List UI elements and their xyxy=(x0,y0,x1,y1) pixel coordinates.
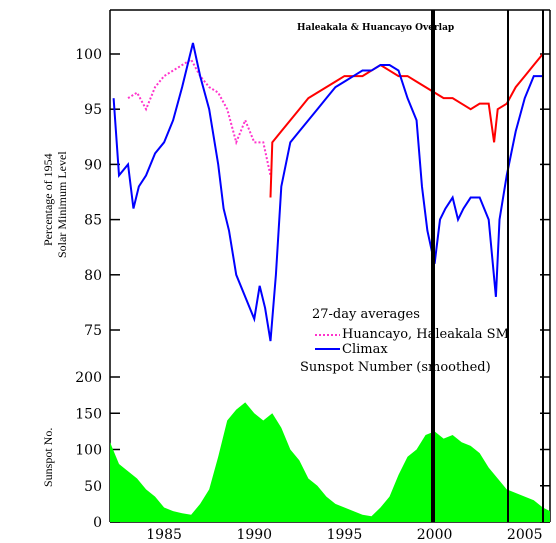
x-tick-label: 1990 xyxy=(236,527,272,543)
upper-tick-label: 90 xyxy=(84,157,102,173)
upper-tick-label: 100 xyxy=(75,47,102,63)
upper-tick-label: 85 xyxy=(84,213,102,229)
lower-tick-label: 150 xyxy=(75,406,102,422)
legend-label-huancayo: Huancayo, Haleakala SM xyxy=(342,327,509,342)
upper-ylabel-line1: Percentage of 1954 xyxy=(41,153,55,246)
legend-title: 27-day averages xyxy=(312,307,420,322)
series-line-2 xyxy=(112,42,543,342)
cosmic-ray-series xyxy=(112,42,544,342)
lower-tick-label: 100 xyxy=(75,443,102,459)
sunspot-area xyxy=(110,402,550,522)
upper-tick-label: 95 xyxy=(84,102,102,118)
upper-chart-title: Haleakala & Huancayo Overlap xyxy=(297,23,454,33)
lower-tick-label: 200 xyxy=(75,370,102,386)
lower-tick-label: 0 xyxy=(93,515,102,531)
upper-ylabel-line2: Solar Minimum Level xyxy=(55,151,69,258)
lower-ylabel: Sunspot No. xyxy=(41,428,55,487)
series-line-0 xyxy=(127,58,272,176)
lower-chart-title: Sunspot Number (smoothed) xyxy=(300,360,491,375)
legend-label-climax: Climax xyxy=(342,342,388,357)
upper-tick-label: 80 xyxy=(84,268,102,284)
upper-tick-label: 75 xyxy=(84,323,102,339)
sunspot-area-series xyxy=(110,402,550,522)
x-tick-label: 1985 xyxy=(146,527,182,543)
upper-y-ticks: 75 80 85 90 95 100 xyxy=(75,47,550,339)
x-tick-label: 2000 xyxy=(417,527,453,543)
x-tick-label: 2005 xyxy=(507,527,543,543)
lower-tick-label: 50 xyxy=(84,479,102,495)
series-line-1 xyxy=(269,53,544,198)
x-tick-label: 1995 xyxy=(327,527,363,543)
lower-y-ticks: 0 50 100 150 200 xyxy=(75,370,550,531)
